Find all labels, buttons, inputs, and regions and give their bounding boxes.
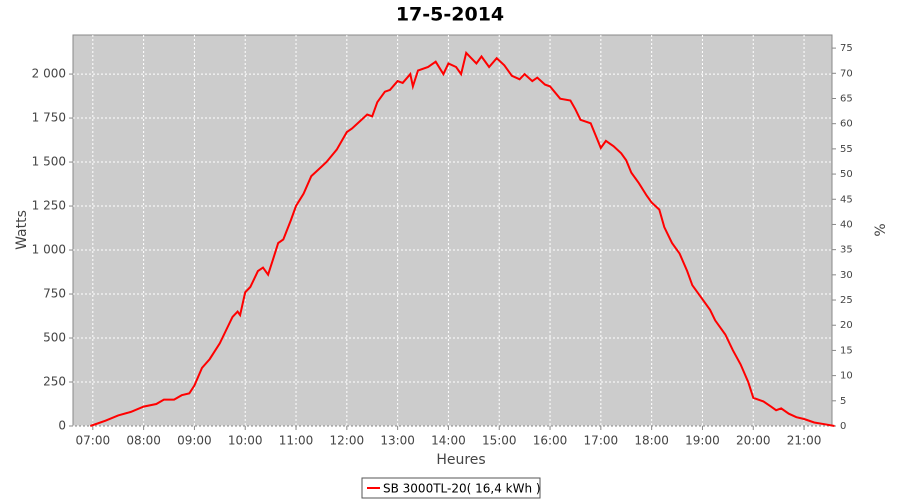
y2-tick-label: 20 [840, 320, 853, 331]
y2-tick-label: 70 [840, 68, 853, 79]
x-tick-label: 15:00 [482, 434, 517, 448]
x-tick-label: 11:00 [279, 434, 314, 448]
y2-tick-label: 30 [840, 270, 853, 281]
x-tick-label: 10:00 [228, 434, 263, 448]
x-axis-label: Heures [436, 452, 485, 468]
x-tick-label: 07:00 [76, 434, 111, 448]
y-axis-label: Watts [14, 210, 30, 250]
x-tick-label: 13:00 [380, 434, 415, 448]
legend-label: SB 3000TL-20( 16,4 kWh ) [383, 482, 541, 496]
y2-tick-label: 65 [840, 93, 853, 104]
x-tick-label: 17:00 [584, 434, 619, 448]
y2-tick-label: 35 [840, 245, 853, 256]
x-tick-label: 09:00 [177, 434, 212, 448]
x-tick-label: 20:00 [736, 434, 771, 448]
x-tick-label: 08:00 [126, 434, 161, 448]
y2-tick-label: 5 [840, 396, 846, 407]
y2-tick-label: 50 [840, 169, 853, 180]
x-tick-label: 19:00 [685, 434, 720, 448]
y2-tick-label: 25 [840, 295, 853, 306]
plot-area [72, 34, 833, 427]
legend [361, 477, 541, 499]
y-tick-label: 2 000 [32, 67, 66, 81]
y2-tick-label: 10 [840, 371, 853, 382]
y2-axis-label: % [873, 223, 889, 236]
y2-tick-label: 55 [840, 144, 853, 155]
x-tick-label: 12:00 [330, 434, 365, 448]
y-tick-label: 1 000 [32, 243, 66, 257]
x-tick-label: 18:00 [634, 434, 669, 448]
y-tick-label: 750 [43, 287, 66, 301]
y2-tick-label: 45 [840, 194, 853, 205]
y-tick-label: 1 250 [32, 199, 66, 213]
y-tick-label: 250 [43, 375, 66, 389]
y2-tick-label: 40 [840, 219, 853, 230]
series-line [89, 50, 835, 427]
y2-tick-label: 75 [840, 43, 853, 54]
x-tick-label: 21:00 [787, 434, 822, 448]
chart-title: 17-5-2014 [396, 4, 504, 26]
y-tick-label: 0 [58, 419, 66, 433]
y-tick-label: 500 [43, 331, 66, 345]
y2-tick-label: 15 [840, 345, 853, 356]
y-tick-label: 1 750 [32, 111, 66, 125]
x-tick-label: 14:00 [431, 434, 466, 448]
y2-tick-label: 0 [840, 421, 846, 432]
y-tick-label: 1 500 [32, 155, 66, 169]
y2-tick-label: 60 [840, 119, 853, 130]
x-tick-label: 16:00 [533, 434, 568, 448]
